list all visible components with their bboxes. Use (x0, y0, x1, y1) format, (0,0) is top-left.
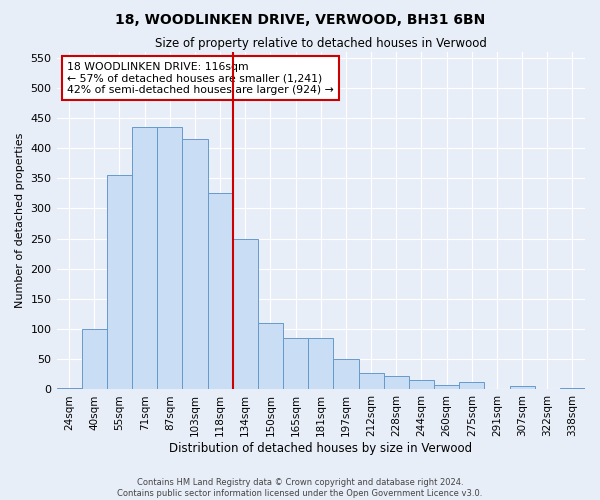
Bar (157, 127, 182, 390)
Bar (560, 388, 585, 390)
Bar (459, 382, 484, 390)
Bar (383, 376, 409, 390)
X-axis label: Distribution of detached houses by size in Verwood: Distribution of detached houses by size … (169, 442, 472, 455)
Bar (434, 384, 459, 390)
Text: 18 WOODLINKEN DRIVE: 116sqm
← 57% of detached houses are smaller (1,241)
42% of : 18 WOODLINKEN DRIVE: 116sqm ← 57% of det… (67, 62, 334, 95)
Text: Contains HM Land Registry data © Crown copyright and database right 2024.
Contai: Contains HM Land Registry data © Crown c… (118, 478, 482, 498)
Text: 18, WOODLINKEN DRIVE, VERWOOD, BH31 6BN: 18, WOODLINKEN DRIVE, VERWOOD, BH31 6BN (115, 12, 485, 26)
Bar (208, 194, 233, 390)
Bar (258, 323, 283, 390)
Bar (359, 372, 383, 390)
Y-axis label: Number of detached properties: Number of detached properties (15, 133, 25, 308)
Bar (182, 139, 208, 390)
Bar (233, 238, 258, 390)
Title: Size of property relative to detached houses in Verwood: Size of property relative to detached ho… (155, 38, 487, 51)
Bar (82, 329, 107, 390)
Bar (409, 380, 434, 390)
Bar (334, 360, 359, 390)
Bar (509, 386, 535, 390)
Bar (107, 176, 132, 390)
Bar (132, 127, 157, 390)
Bar (308, 338, 334, 390)
Bar (56, 388, 82, 390)
Bar (283, 338, 308, 390)
